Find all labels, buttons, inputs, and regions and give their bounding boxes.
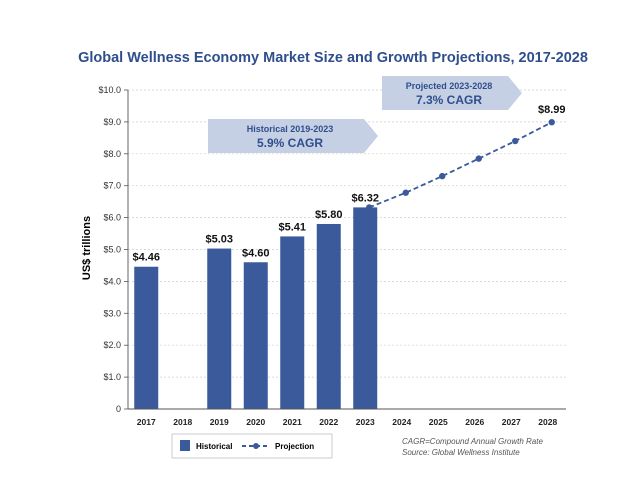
bar-2021 xyxy=(280,236,305,409)
bar-2020 xyxy=(243,262,268,409)
cagr-annotations: Historical 2019-2023 5.9% CAGR Projected 2… xyxy=(208,76,522,153)
bar-2019 xyxy=(207,248,232,409)
x-axis: 2017 2018 2019 2020 2021 2022 2023 2024 2025 2026… xyxy=(127,90,566,427)
legend-projection-label: Projection xyxy=(275,442,314,451)
projection-point-2028 xyxy=(548,119,555,126)
projection-point-2025 xyxy=(439,172,446,180)
arrow-projected-period: Projected 2023-2028 xyxy=(406,81,493,91)
arrow-projected-cagr: 7.3% CAGR xyxy=(416,93,482,107)
y-tick-label-2: $2.0 xyxy=(103,340,121,350)
y-tick-label-10: $10.0 xyxy=(98,85,121,95)
bar-label-2022: $5.80 xyxy=(315,209,343,221)
historical-bars xyxy=(134,207,378,409)
x-tick-label-2028: 2028 xyxy=(538,417,557,427)
projection-point-2027 xyxy=(512,137,519,145)
projection-point-2024 xyxy=(402,189,409,196)
x-tick-label-2018: 2018 xyxy=(173,417,192,427)
y-tick-label-3: $3.0 xyxy=(103,308,121,318)
bar-label-2017: $4.46 xyxy=(132,252,160,264)
x-tick-label-2020: 2020 xyxy=(246,417,265,427)
arrow-historical-period: Historical 2019-2023 xyxy=(247,124,334,134)
y-tick-label-4: $4.0 xyxy=(103,276,121,286)
bar-2022 xyxy=(316,223,341,409)
arrow-projected xyxy=(382,76,522,110)
x-tick-label-2017: 2017 xyxy=(137,417,156,427)
gridlines xyxy=(128,89,566,378)
projection-point-2026 xyxy=(475,155,482,162)
y-tick-label-9: $9.0 xyxy=(103,117,121,127)
y-tick-label-7: $7.0 xyxy=(103,181,121,191)
x-tick-label-2024: 2024 xyxy=(392,417,411,427)
x-tick-label-2023: 2023 xyxy=(356,417,375,427)
projection-point-2023 xyxy=(366,204,373,211)
x-tick-label-2025: 2025 xyxy=(429,417,448,427)
bar-2023 xyxy=(353,207,378,409)
note-cagr: CAGR=Compound Annual Growth Rate xyxy=(402,437,543,446)
x-tick-label-2021: 2021 xyxy=(283,417,302,427)
chart-title: Global Wellness Economy Market Size and … xyxy=(78,50,588,66)
bar-label-2023: $6.32 xyxy=(351,192,379,204)
y-tick-label-0: 0 xyxy=(116,404,121,414)
y-tick-label-8: $8.0 xyxy=(103,149,121,159)
data-labels: $4.46 $5.03 $4.60 $5.41 $5.80 $6.32 $8.99 xyxy=(132,104,565,264)
projection-line xyxy=(366,119,555,211)
arrow-historical xyxy=(208,119,378,153)
y-axis-label: US$ trillions xyxy=(81,216,93,280)
y-axis-ticks: 0 $1.0 $2.0 $3.0 $4.0 $5.0 $6.0 $7.0 $8.0 $9.0 $10… xyxy=(98,85,128,414)
projection-label-2028: $8.99 xyxy=(538,104,566,116)
y-tick-label-1: $1.0 xyxy=(103,372,121,382)
bar-label-2020: $4.60 xyxy=(242,247,270,259)
legend-historical-label: Historical xyxy=(196,442,232,451)
y-tick-label-6: $6.0 xyxy=(103,213,121,223)
bar-label-2021: $5.41 xyxy=(278,221,306,233)
x-tick-label-2022: 2022 xyxy=(319,417,338,427)
x-tick-label-2026: 2026 xyxy=(465,417,484,427)
x-tick-label-2019: 2019 xyxy=(210,417,229,427)
legend-projection-marker xyxy=(253,443,259,449)
x-tick-label-2027: 2027 xyxy=(502,417,521,427)
projection-path xyxy=(368,121,553,209)
legend-historical-swatch xyxy=(180,440,190,451)
arrow-historical-cagr: 5.9% CAGR xyxy=(257,136,323,150)
y-tick-label-5: $5.0 xyxy=(103,245,121,255)
legend: Historical Projection xyxy=(171,433,333,459)
bar-label-2019: $5.03 xyxy=(205,234,233,246)
note-source: Source: Global Wellness Institute xyxy=(402,448,520,457)
bar-2017 xyxy=(134,266,159,409)
